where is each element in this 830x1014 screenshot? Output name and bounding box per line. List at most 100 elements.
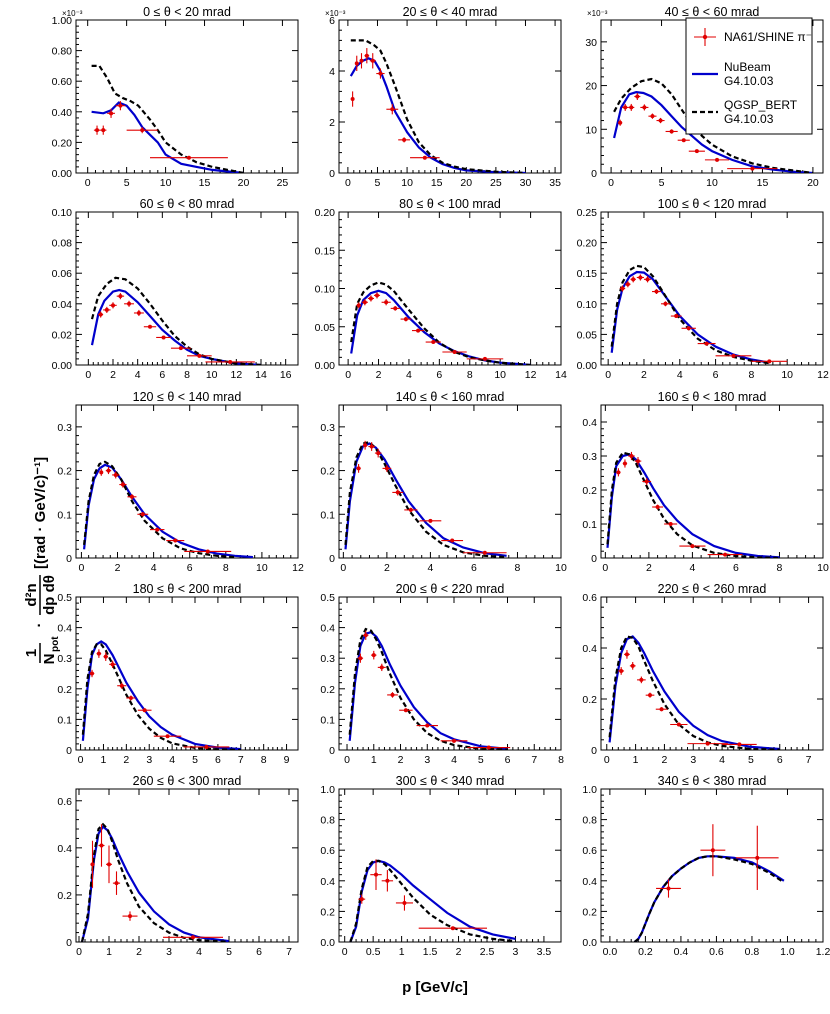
y-tick-label: 0.4 (582, 417, 597, 429)
data-point (350, 91, 355, 107)
data-point-marker (120, 482, 125, 487)
data-point-marker (99, 843, 104, 848)
plot-area (349, 859, 516, 942)
y-tick-label: 0.2 (320, 906, 335, 918)
data-point-marker (618, 120, 623, 125)
panel-title: 200 ≤ θ < 220 mrad (396, 582, 505, 596)
data-point (137, 708, 152, 713)
x-tick-label: 12 (525, 369, 537, 381)
x-tick-label: 5 (124, 177, 130, 189)
y-tick-label: 0.2 (582, 485, 597, 497)
data-point-marker (113, 472, 118, 477)
x-tick-label: 2 (136, 946, 142, 958)
data-point (670, 722, 688, 727)
data-point-marker (104, 307, 109, 312)
x-tick-label: 10 (781, 369, 793, 381)
panel-10: 180 ≤ θ < 200 mrad 0 1 2 3 4 5 6 7 8 9 0 0.1 0.2 0.3 0.… (57, 582, 299, 766)
nubeam-line (348, 630, 508, 750)
panel-title: 20 ≤ θ < 40 mrad (403, 5, 498, 19)
y-tick-label: 0.6 (320, 845, 335, 857)
y-tick-label: 0.40 (52, 107, 73, 119)
y-tick-label: 0 (329, 553, 335, 565)
x-tick-label: 4 (677, 369, 683, 381)
data-point-marker (452, 738, 457, 743)
data-point (100, 125, 107, 135)
data-point (358, 894, 366, 904)
y-tick-label: 0.10 (315, 284, 336, 296)
x-tick-label: 4 (451, 754, 457, 766)
x-tick-label: 10 (555, 562, 567, 574)
data-point-marker (385, 878, 390, 883)
data-point-marker (663, 301, 668, 306)
data-point-marker (425, 723, 430, 728)
data-point (398, 137, 411, 143)
x-tick-label: 16 (280, 369, 292, 381)
y-tick-label: 0.4 (582, 643, 597, 655)
axis-exponent-label: ×10⁻³ (325, 9, 346, 18)
plot-area (344, 440, 507, 558)
data-point-marker (644, 479, 649, 484)
x-tick-label: 3 (166, 946, 172, 958)
data-point-marker (450, 926, 455, 931)
data-point (373, 292, 381, 299)
x-tick-label: 10 (206, 369, 218, 381)
qgsp-bert-line (83, 460, 235, 558)
data-point (119, 481, 127, 488)
plot-frame (75, 404, 299, 559)
data-point (112, 871, 121, 895)
data-point-marker (109, 111, 114, 116)
data-point (645, 692, 655, 698)
x-tick-label: 10 (706, 177, 718, 189)
data-point (381, 870, 394, 892)
data-point-marker (378, 71, 383, 76)
data-point-marker (371, 653, 376, 658)
y-tick-label: 0 (591, 745, 597, 757)
x-tick-label: 8 (184, 369, 190, 381)
data-point-marker (403, 317, 408, 322)
panel-title: 80 ≤ θ < 100 mrad (399, 197, 501, 211)
panel-title: 160 ≤ θ < 180 mrad (658, 390, 767, 404)
qgsp-bert-line (610, 264, 770, 365)
y-tick-label: 0 (66, 553, 72, 565)
data-point (643, 276, 652, 283)
data-point (367, 295, 374, 302)
plot-frame (338, 788, 562, 943)
panel-title: 140 ≤ θ < 160 mrad (396, 390, 505, 404)
x-tick-label: 6 (256, 946, 262, 958)
qgsp-bert-line (633, 855, 785, 942)
data-point (637, 676, 646, 684)
data-point (425, 340, 441, 345)
y-tick-label: 0.1 (320, 714, 335, 726)
y-tick-label: 6 (329, 15, 335, 27)
data-point-marker (767, 359, 772, 364)
data-point-marker (118, 103, 123, 108)
y-tick-label: 0.00 (577, 360, 598, 372)
data-point-marker (635, 94, 640, 99)
data-point-marker (666, 886, 671, 891)
y-tick-label: 0.5 (320, 592, 335, 604)
x-tick-label: 15 (757, 177, 769, 189)
data-point-marker (140, 512, 145, 517)
panel-2: 20 ≤ θ < 40 mrad ×10⁻³ 0 5 10 15 20 25 30 35 0 2 4 6 (325, 5, 562, 189)
nubeam-line (90, 288, 262, 365)
data-point-marker (384, 466, 389, 471)
y-tick-label: 0.4 (320, 623, 335, 635)
x-tick-label: 8 (261, 754, 267, 766)
data-point (634, 93, 641, 100)
data-point (183, 744, 230, 749)
data-point-marker (650, 114, 655, 119)
data-point (98, 824, 105, 867)
panel-6: 100 ≤ θ < 120 mrad 0 2 4 6 8 10 12 0.00 0.05 0.10 0… (577, 197, 829, 381)
ylabel-sub: pot (50, 636, 61, 652)
x-tick-label: 12 (292, 562, 304, 574)
x-tick-label: 6 (215, 754, 221, 766)
legend-label: NA61/SHINE π⁻ (724, 30, 812, 44)
data-point-marker (715, 157, 720, 162)
x-tick-label: 2 (662, 754, 668, 766)
y-tick-label: 0.3 (57, 653, 72, 665)
ylabel-prefix: 1 (23, 649, 40, 657)
data-point-marker (658, 118, 663, 123)
plot-area (348, 627, 511, 750)
x-tick-label: 6 (777, 754, 783, 766)
y-tick-label: 0.05 (577, 329, 598, 341)
